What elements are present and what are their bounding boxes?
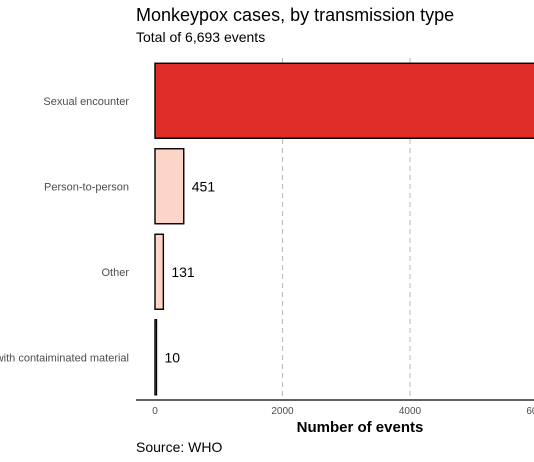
x-tick-labels: 0 2000 4000 6000	[152, 406, 534, 417]
x-tick-label: 4000	[399, 406, 422, 417]
data-label: 451	[192, 178, 216, 194]
x-axis-title: Number of events	[297, 419, 424, 436]
x-tick-label: 2000	[271, 406, 294, 417]
source-caption: Source: WHO	[136, 439, 223, 455]
x-tick-label: 6000	[526, 406, 534, 417]
category-label: Sexual encounter	[43, 96, 129, 108]
chart-title: Monkeypox cases, by transmission type	[136, 5, 455, 25]
value-labels: 451 131 10	[165, 178, 216, 365]
x-tick-label: 0	[152, 406, 158, 417]
bar	[154, 62, 534, 139]
chart-subtitle: Total of 6,693 events	[136, 29, 266, 45]
bar	[154, 233, 165, 310]
bar	[154, 148, 185, 225]
data-label: 10	[165, 349, 181, 365]
data-label: 131	[171, 264, 195, 280]
bar	[154, 319, 158, 396]
category-label: Other	[101, 267, 129, 279]
category-label: Person-to-person	[44, 181, 129, 193]
bars	[154, 62, 534, 396]
category-labels: Sexual encounter Person-to-person Other wit…	[0, 96, 129, 365]
category-label: with contaiminated material	[0, 352, 129, 364]
